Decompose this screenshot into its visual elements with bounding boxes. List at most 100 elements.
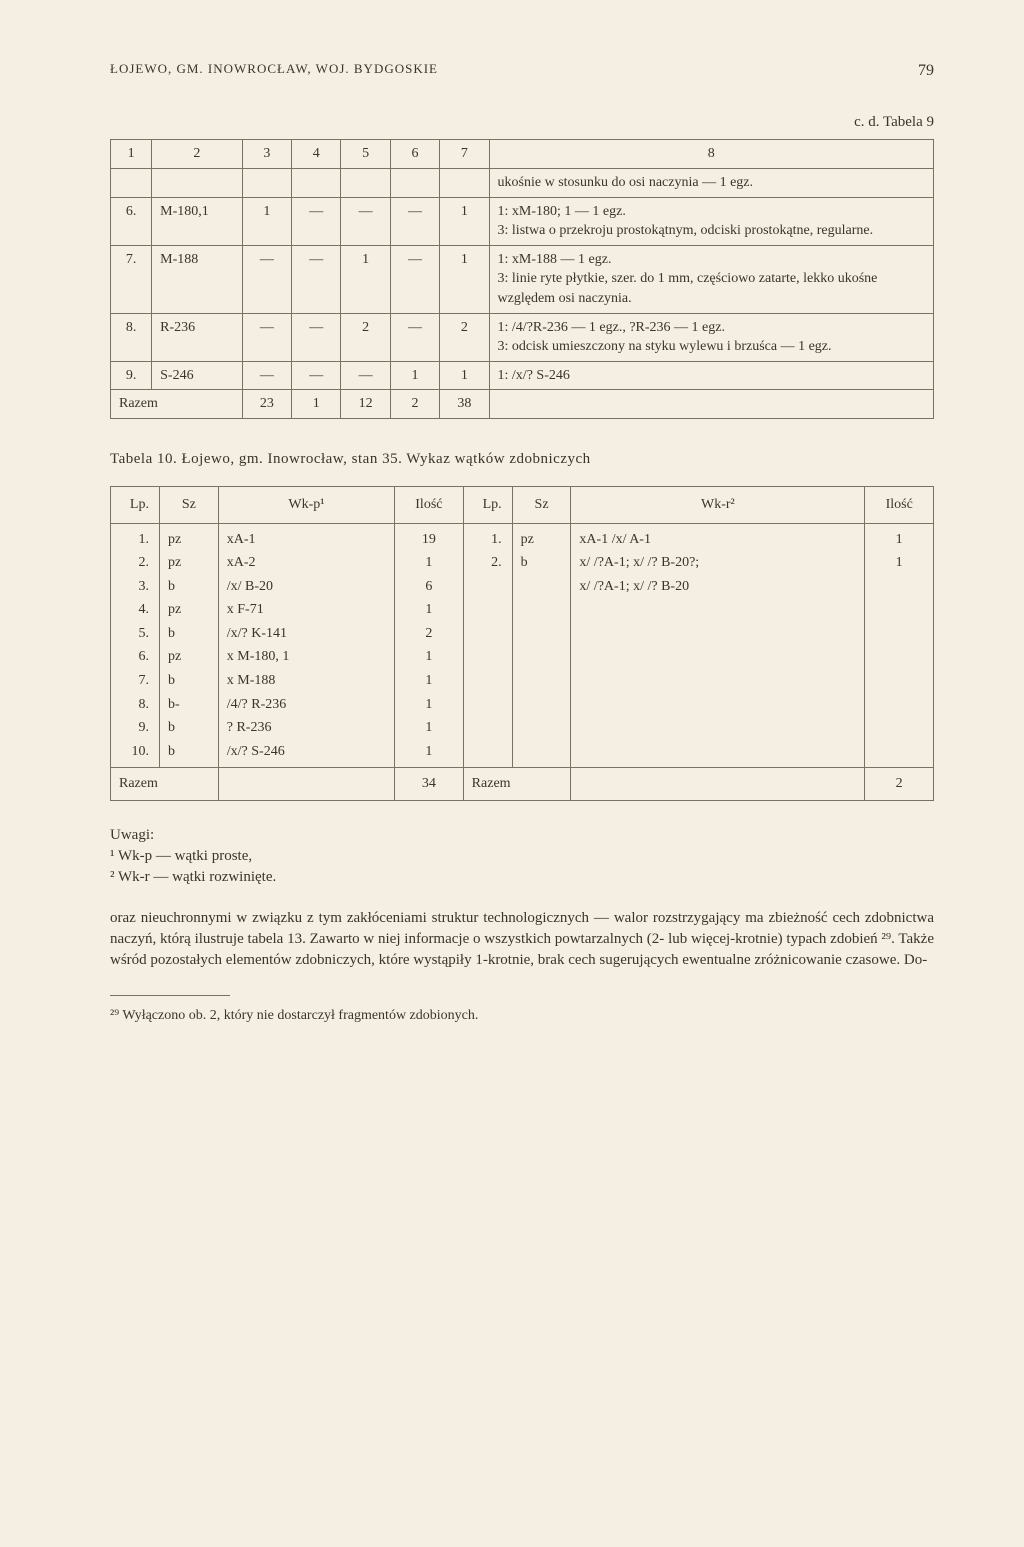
cell: — <box>292 197 341 245</box>
cell: 2. <box>463 551 512 575</box>
footnote-rule <box>110 995 230 996</box>
running-title: ŁOJEWO, GM. INOWROCŁAW, WOJ. BYDGOSKIE <box>110 60 438 82</box>
page-number: 79 <box>918 60 934 82</box>
table10-header-row: Lp. Sz Wk-p¹ Ilość Lp. Sz Wk-r² Ilość <box>111 486 934 523</box>
cell: /4/? R-236 <box>218 693 394 717</box>
t9-h8: 8 <box>489 140 933 169</box>
table-row: ukośnie w stosunku do osi naczynia — 1 e… <box>111 168 934 197</box>
table10-caption: Tabela 10. Łojewo, gm. Inowrocław, stan … <box>110 449 934 470</box>
cell: x M-180, 1 <box>218 645 394 669</box>
cell: 1 <box>390 361 439 390</box>
table-row: 8. b- /4/? R-236 1 <box>111 693 934 717</box>
cell: 1 <box>865 523 934 551</box>
cell: 19 <box>395 523 464 551</box>
table-9: 1 2 3 4 5 6 7 8 ukośnie w stosunku do os… <box>110 139 934 419</box>
cell: M-188 <box>152 245 243 313</box>
cell: 1: /4/?R-236 — 1 egz., ?R-236 — 1 egz. 3… <box>489 313 933 361</box>
cell: pz <box>159 551 218 575</box>
table-row: 4. pz x F-71 1 <box>111 598 934 622</box>
page-header: ŁOJEWO, GM. INOWROCŁAW, WOJ. BYDGOSKIE 7… <box>110 60 934 82</box>
t10-h-il2: Ilość <box>865 486 934 523</box>
t10-h-sz2: Sz <box>512 486 571 523</box>
cell: 1 <box>395 740 464 768</box>
cell: 1 <box>440 361 489 390</box>
cell: 1: xM-188 — 1 egz. 3: linie ryte płytkie… <box>489 245 933 313</box>
cell: — <box>242 361 291 390</box>
cell: b <box>512 551 571 575</box>
total-left: 34 <box>395 768 464 801</box>
cell: 7. <box>111 669 160 693</box>
cell <box>292 168 341 197</box>
cell <box>152 168 243 197</box>
cell: 10. <box>111 740 160 768</box>
cell <box>463 645 512 669</box>
cell <box>463 575 512 599</box>
table-row: 1. pz xA-1 19 1. pz xA-1 /x/ A-1 1 <box>111 523 934 551</box>
total-left-label: Razem <box>111 768 219 801</box>
cell: 1 <box>395 716 464 740</box>
cell <box>571 645 865 669</box>
t9-h5: 5 <box>341 140 390 169</box>
cell <box>341 168 390 197</box>
cell: 1 <box>341 245 390 313</box>
cell: 6 <box>395 575 464 599</box>
cell <box>463 740 512 768</box>
t9-h3: 3 <box>242 140 291 169</box>
cell: — <box>341 361 390 390</box>
cell: 9. <box>111 716 160 740</box>
cell <box>390 168 439 197</box>
cell: x/ /?A-1; x/ /? B-20 <box>571 575 865 599</box>
cell <box>865 598 934 622</box>
cell <box>571 768 865 801</box>
cell <box>571 716 865 740</box>
t9-h6: 6 <box>390 140 439 169</box>
total-label: Razem <box>111 390 243 419</box>
cell: — <box>292 245 341 313</box>
body-paragraph: oraz nieuchronnymi w związku z tym zakłó… <box>110 908 934 971</box>
cell: 1 <box>292 390 341 419</box>
cell: b <box>159 740 218 768</box>
table-row: 8. R-236 — — 2 — 2 1: /4/?R-236 — 1 egz.… <box>111 313 934 361</box>
table-row: 9. b ? R-236 1 <box>111 716 934 740</box>
cell: 1: /x/? S-246 <box>489 361 933 390</box>
cell <box>512 716 571 740</box>
cell: 23 <box>242 390 291 419</box>
cell: 3. <box>111 575 160 599</box>
cell: 1. <box>463 523 512 551</box>
cell <box>512 740 571 768</box>
cell <box>463 622 512 646</box>
table-row: 10. b /x/? S-246 1 <box>111 740 934 768</box>
cell <box>512 693 571 717</box>
cell: 1 <box>395 551 464 575</box>
cell <box>865 575 934 599</box>
cell: — <box>341 197 390 245</box>
cell: ? R-236 <box>218 716 394 740</box>
cell: 1 <box>395 669 464 693</box>
cell <box>512 669 571 693</box>
cell <box>218 768 394 801</box>
cell: — <box>390 245 439 313</box>
table-row: 7. b x M-188 1 <box>111 669 934 693</box>
cell: — <box>390 313 439 361</box>
cell <box>865 716 934 740</box>
table-10: Lp. Sz Wk-p¹ Ilość Lp. Sz Wk-r² Ilość 1.… <box>110 486 934 801</box>
t10-h-lp: Lp. <box>111 486 160 523</box>
cell <box>463 598 512 622</box>
cell <box>242 168 291 197</box>
cell: M-180,1 <box>152 197 243 245</box>
cell: b <box>159 716 218 740</box>
cell: 9. <box>111 361 152 390</box>
cell: pz <box>159 598 218 622</box>
table10-total-row: Razem 34 Razem 2 <box>111 768 934 801</box>
cell: — <box>242 313 291 361</box>
cell <box>512 645 571 669</box>
cell: 1 <box>395 598 464 622</box>
cell: 5. <box>111 622 160 646</box>
table-row: 5. b /x/? K-141 2 <box>111 622 934 646</box>
cell: 1 <box>865 551 934 575</box>
cell: ukośnie w stosunku do osi naczynia — 1 e… <box>489 168 933 197</box>
note-1: ¹ Wk-p — wątki proste, <box>110 846 934 867</box>
cell: 7. <box>111 245 152 313</box>
cell: b <box>159 622 218 646</box>
cell <box>571 598 865 622</box>
